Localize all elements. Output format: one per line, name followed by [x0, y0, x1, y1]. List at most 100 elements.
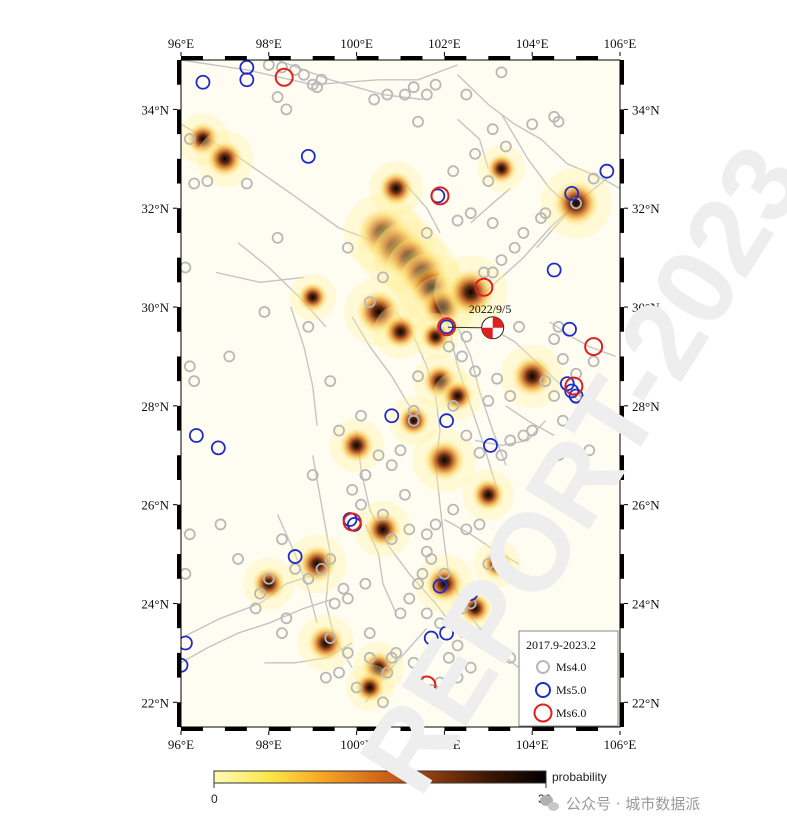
lat-tick-label-left: 30°N — [141, 300, 169, 315]
ms5-event — [287, 549, 303, 564]
ms5-event — [432, 578, 448, 594]
frame-segment — [177, 257, 181, 283]
probability-hotspot — [423, 439, 466, 482]
ms4-event — [298, 68, 310, 81]
ms4-event — [385, 533, 398, 546]
legend-ms6-label: Ms6.0 — [556, 706, 586, 720]
ms5-event — [439, 319, 454, 335]
frame-segment — [620, 405, 624, 431]
ms4-event — [464, 597, 477, 610]
lon-tick-label-top: 100°E — [340, 36, 373, 51]
frame-segment — [620, 257, 624, 283]
probability-hotspot — [420, 321, 452, 353]
ms4-event — [486, 217, 499, 229]
frame-segment — [356, 56, 379, 60]
ms4-event — [363, 296, 376, 308]
ms4-event — [583, 444, 596, 457]
probability-hotspot — [511, 355, 554, 398]
ms5-event — [439, 625, 454, 641]
legend-title: 2017.9-2023.2 — [526, 638, 596, 652]
frame-segment — [620, 307, 624, 332]
frame-segment — [312, 727, 335, 731]
ms4-event — [420, 88, 433, 101]
ms4-event — [495, 254, 508, 267]
ms4-event — [363, 651, 376, 664]
ms4-event — [324, 553, 337, 565]
frame-segment — [488, 727, 511, 731]
ms5-event — [546, 262, 562, 278]
frame-segment — [181, 56, 203, 60]
ms4-event — [181, 261, 192, 274]
probability-hotspot — [446, 267, 496, 317]
lat-tick-label-right: 32°N — [632, 201, 660, 216]
ms4-event — [548, 390, 561, 402]
ms5-event — [384, 408, 400, 424]
lon-tick-label-bottom: 100°E — [340, 737, 373, 752]
legend-ms5-label: Ms5.0 — [556, 683, 586, 697]
probability-hotspot — [378, 170, 415, 207]
frame-segment — [177, 702, 181, 727]
frame-segment — [177, 652, 181, 678]
ms4-event — [377, 696, 389, 709]
ms4-event — [425, 553, 438, 565]
ms4-event — [289, 63, 302, 76]
lat-tick-label-right: 30°N — [632, 300, 660, 315]
ms4-event — [324, 632, 337, 644]
ms5-event — [423, 630, 439, 646]
ms4-event — [333, 424, 345, 437]
ms4-event — [526, 118, 539, 131]
frame-segment — [181, 727, 203, 731]
ms4-event — [381, 88, 394, 101]
ms5-event — [564, 383, 580, 399]
frame-segment — [177, 307, 181, 332]
frame-segment — [620, 652, 624, 678]
ms4-event — [315, 562, 328, 575]
colorbar-label: probability — [552, 770, 607, 784]
ms6-event — [564, 376, 584, 396]
ms4-event — [240, 177, 253, 190]
ms4-event — [456, 350, 468, 363]
ms4-event — [372, 449, 385, 462]
ms4-event — [412, 370, 424, 383]
lat-tick-label-left: 24°N — [141, 596, 169, 611]
ms4-event — [434, 617, 446, 630]
ms4-event — [425, 684, 438, 696]
ms4-event — [398, 88, 411, 101]
frame-segment — [620, 208, 624, 233]
ms4-event — [249, 602, 262, 615]
frame-segment — [400, 727, 423, 731]
ms4-event — [517, 227, 530, 239]
frame-segment — [177, 554, 181, 579]
probability-hotspot — [297, 281, 329, 313]
ms4-event — [403, 523, 416, 536]
ms4-event — [363, 627, 376, 640]
frame-segment — [312, 56, 335, 60]
frame-segment — [444, 56, 467, 60]
ms4-event — [552, 115, 565, 128]
ms4-event — [181, 567, 192, 580]
lat-tick-label-left: 32°N — [141, 201, 169, 216]
frame-segment — [224, 727, 247, 731]
ms4-event — [385, 459, 398, 472]
ms5-event — [483, 437, 498, 453]
probability-hotspot — [552, 179, 600, 227]
ms4-event — [271, 231, 284, 244]
colorbar-min-label: 0 — [211, 792, 218, 806]
focal-mechanism-icon — [481, 316, 505, 340]
ms4-event — [276, 61, 288, 74]
frame-segment — [620, 356, 624, 382]
ms4-event — [271, 91, 284, 103]
frame-segment — [620, 60, 624, 85]
ms4-event — [535, 212, 547, 225]
ms4-event — [442, 340, 455, 353]
lon-tick-label-bottom: 104°E — [516, 737, 549, 752]
ms4-event — [302, 320, 315, 333]
ms6-event — [584, 337, 604, 357]
ms6-event — [342, 512, 362, 532]
lat-tick-label-left: 28°N — [141, 399, 169, 414]
frame-segment — [268, 56, 291, 60]
ms4-event — [486, 123, 499, 136]
ms5-event — [300, 148, 316, 164]
ms4-event — [333, 666, 345, 679]
ms4-event — [495, 449, 508, 462]
